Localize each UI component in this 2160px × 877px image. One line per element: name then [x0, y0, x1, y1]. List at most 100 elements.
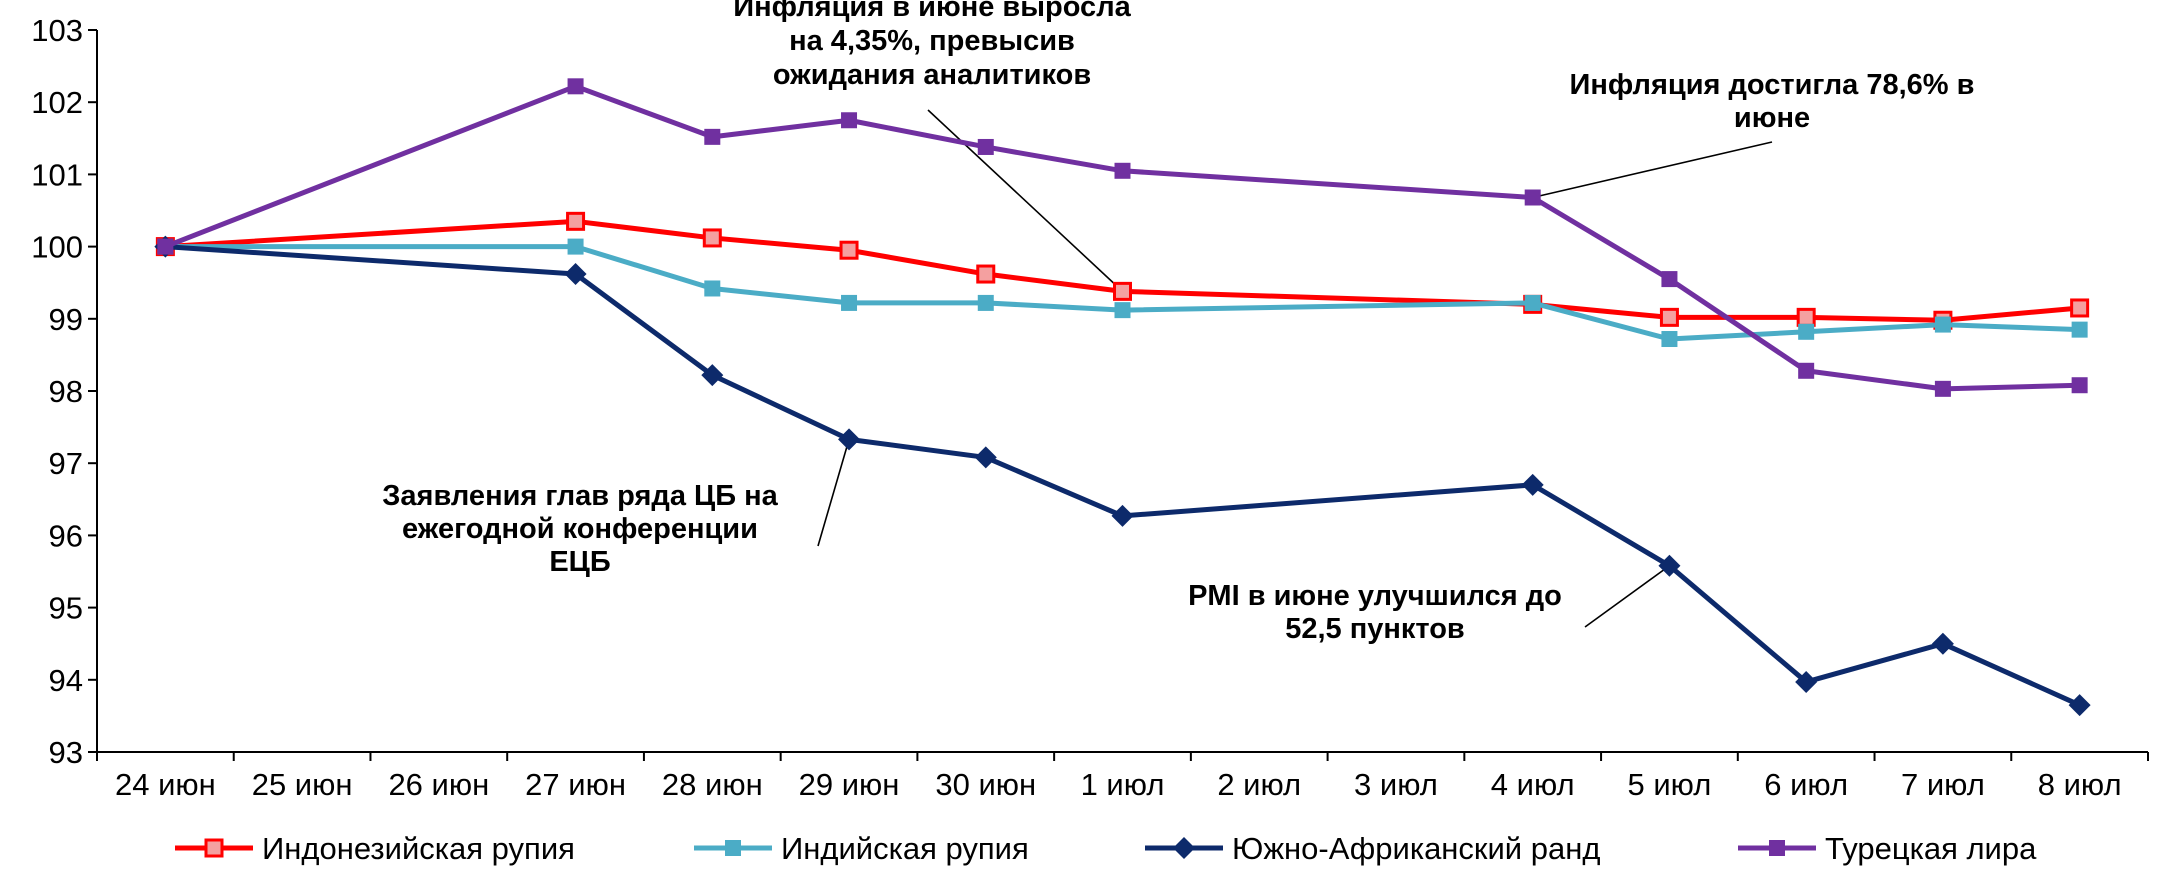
legend-item: Южно-Африканский ранд [1145, 831, 1600, 866]
data-point [704, 128, 721, 145]
x-tick-label: 29 июн [799, 767, 900, 802]
chart-axes [88, 29, 2149, 761]
annotation-line: на 4,35%, превысив [789, 25, 1075, 57]
annotation-line: 52,5 пунктов [1285, 613, 1465, 645]
x-tick-label: 2 июл [1217, 767, 1301, 802]
annotation-leader [1584, 565, 1670, 628]
annotation-leader [927, 109, 1124, 292]
y-tick-label: 98 [49, 374, 83, 409]
data-point [2070, 298, 2090, 318]
annotation-leader-lines [817, 109, 1773, 628]
y-tick-label: 100 [31, 230, 83, 265]
x-tick-label: 4 июл [1491, 767, 1575, 802]
y-tick-label: 103 [31, 13, 83, 48]
legend-label: Турецкая лира [1825, 831, 2037, 866]
data-point [1113, 281, 1132, 301]
x-tick-label: 7 июл [1901, 767, 1985, 802]
legend-item: Индийская рупия [694, 831, 1029, 866]
data-point [838, 428, 861, 451]
x-tick-label: 8 июл [2038, 767, 2122, 802]
annotation-line: PMI в июне улучшился до [1188, 580, 1562, 612]
annotation-line: ЕЦБ [549, 546, 610, 578]
chart-legend: Индонезийская рупия Индийская рупия Южно-А… [175, 831, 2037, 866]
data-point [701, 364, 724, 387]
data-point [1798, 323, 1815, 340]
data-point [977, 138, 994, 155]
annotation-line: Заявления глав ряда ЦБ на [382, 480, 778, 512]
data-point [564, 263, 587, 286]
data-point [704, 280, 721, 297]
x-tick-label: 1 июл [1081, 767, 1165, 802]
data-point [1114, 162, 1131, 179]
data-point [2068, 694, 2091, 717]
x-axis-tick-labels: 24 июн 25 июн 26 июн 27 июн 28 июн 29 июн 30 и… [115, 767, 2122, 802]
data-point [566, 211, 586, 231]
data-point [1661, 271, 1678, 288]
y-tick-label: 94 [49, 663, 83, 698]
x-tick-label: 30 июн [935, 767, 1036, 802]
data-point [977, 294, 994, 311]
data-point [567, 78, 584, 95]
y-tick-label: 97 [49, 446, 83, 481]
x-tick-label: 3 июл [1354, 767, 1438, 802]
data-point [702, 228, 722, 248]
y-tick-label: 96 [49, 518, 83, 553]
legend-label: Индонезийская рупия [262, 831, 575, 866]
legend-item: Индонезийская рупия [175, 831, 575, 866]
annotation-line: Инфляция достигла 78,6% в [1570, 69, 1975, 101]
annotation-line: Инфляция в июне выросла [733, 0, 1131, 23]
data-point [1934, 380, 1951, 397]
legend-swatch-marker [204, 838, 224, 858]
data-point [1658, 554, 1681, 577]
x-tick-label: 25 июн [252, 767, 353, 802]
y-tick-label: 102 [31, 85, 83, 120]
data-point [1798, 362, 1815, 379]
data-point [841, 294, 858, 311]
legend-swatch-marker [1173, 837, 1195, 859]
data-point [1521, 473, 1544, 496]
x-tick-label: 24 июн [115, 767, 216, 802]
annotation-line: ожидания аналитиков [773, 59, 1091, 91]
data-point [1524, 294, 1541, 311]
data-point [839, 240, 859, 260]
data-point [1931, 632, 1954, 655]
annotation-leader [817, 439, 850, 547]
x-tick-label: 28 июн [662, 767, 763, 802]
annotation-line: ежегодной конференции [402, 513, 758, 545]
data-point [1934, 316, 1951, 333]
legend-swatch-marker [725, 840, 741, 856]
data-point [567, 238, 584, 255]
y-tick-label: 95 [49, 591, 83, 626]
y-tick-label: 99 [49, 302, 83, 337]
legend-item: Турецкая лира [1738, 831, 2037, 866]
y-axis-tick-labels: 93 94 95 96 97 98 99 100 101 102 103 [31, 13, 83, 770]
data-point [2071, 321, 2088, 338]
data-point [2071, 377, 2088, 394]
data-point [1659, 307, 1679, 327]
y-tick-label: 101 [31, 157, 83, 192]
data-point [1524, 189, 1541, 206]
series-group [157, 78, 2088, 397]
annotation-line: июне [1734, 102, 1810, 134]
data-point [976, 264, 996, 284]
y-tick-label: 93 [49, 735, 83, 770]
data-series [154, 78, 2091, 717]
annotation-leader [1532, 141, 1773, 199]
x-tick-label: 6 июл [1764, 767, 1848, 802]
legend-label: Южно-Африканский ранд [1232, 831, 1600, 866]
data-point [1114, 302, 1131, 319]
legend-label: Индийская рупия [781, 831, 1029, 866]
data-point [841, 112, 858, 129]
legend-swatch-marker [1769, 840, 1785, 856]
data-point [157, 238, 174, 255]
data-point [1795, 670, 1818, 693]
data-point [1111, 504, 1134, 527]
data-point [1796, 307, 1816, 327]
x-tick-label: 27 июн [525, 767, 626, 802]
